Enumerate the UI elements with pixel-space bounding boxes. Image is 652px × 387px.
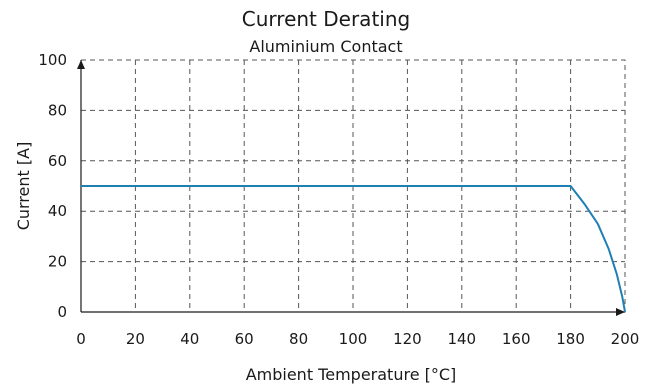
y-axis-arrow: [77, 60, 85, 69]
x-tick-label: 80: [289, 330, 308, 348]
x-axis-label: Ambient Temperature [°C]: [246, 365, 457, 384]
y-tick-label: 80: [48, 101, 67, 119]
x-tick-label: 40: [180, 330, 199, 348]
x-tick-label: 200: [611, 330, 640, 348]
y-tick-label: 20: [48, 253, 67, 271]
x-tick-label: 160: [502, 330, 531, 348]
x-tick-label: 100: [339, 330, 368, 348]
x-tick-labels: 0 20 40 60 80 100 120 140 160 180 200: [76, 330, 639, 348]
x-tick-label: 180: [556, 330, 585, 348]
derating-curve: [81, 185, 626, 313]
chart-title: Current Derating: [242, 7, 410, 31]
y-tick-labels: 0 20 40 60 80 100: [38, 51, 67, 321]
x-tick-label: 140: [447, 330, 476, 348]
y-axis-label: Current [A]: [14, 142, 33, 231]
x-axis-arrow: [616, 308, 625, 316]
series-layer: [81, 185, 626, 313]
axes: [77, 60, 625, 316]
y-tick-label: 100: [38, 51, 67, 69]
chart-subtitle: Aluminium Contact: [249, 37, 402, 56]
y-tick-label: 60: [48, 152, 67, 170]
x-tick-label: 0: [76, 330, 86, 348]
x-tick-label: 60: [235, 330, 254, 348]
y-tick-label: 0: [57, 303, 67, 321]
x-tick-label: 20: [126, 330, 145, 348]
y-tick-label: 40: [48, 202, 67, 220]
x-tick-label: 120: [393, 330, 422, 348]
